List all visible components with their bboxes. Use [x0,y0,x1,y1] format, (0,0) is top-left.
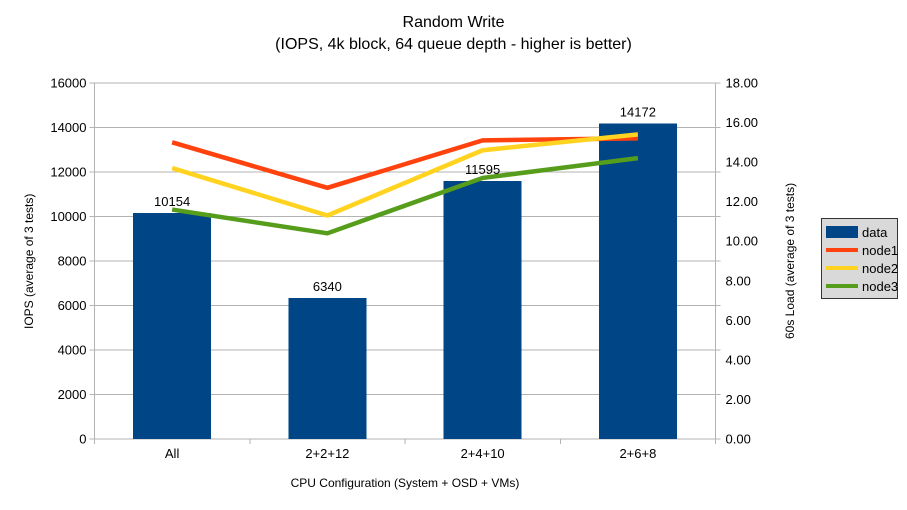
legend-swatch-data [826,226,858,238]
legend-label-node1: node1 [862,242,899,258]
right-tick-label: 16.00 [726,115,759,130]
x-tick-label: All [165,446,180,461]
x-tick-label: 2+6+8 [619,446,656,461]
left-tick-label: 10000 [50,209,86,224]
line-node2 [171,132,639,218]
left-tick-label: 16000 [50,76,86,91]
right-tick-label: 4.00 [726,352,751,367]
x-tick-label: 2+4+10 [461,446,505,461]
line-node1 [171,136,638,191]
legend-item-node3: node3 [826,277,899,295]
legend-item-data: data [826,223,897,241]
left-tick-label: 6000 [58,298,87,313]
chart-title-line1: Random Write [402,14,505,31]
legend-swatch-node3 [826,284,858,288]
right-tick-label: 10.00 [726,234,759,249]
bar-value-label: 6340 [313,279,342,294]
line-node3 [171,155,639,236]
bar-value-label: 11595 [465,162,500,177]
right-tick-label: 6.00 [726,313,751,328]
right-tick-label: 12.00 [726,194,759,209]
chart-title-line2: (IOPS, 4k block, 64 queue depth - higher… [275,36,632,53]
x-axis-title: CPU Configuration (System + OSD + VMs) [290,476,520,490]
left-tick-label: 8000 [58,254,87,269]
legend-swatch-node2 [826,266,858,270]
left-tick-label: 4000 [58,343,87,358]
legend: data node1 node2 node3 [821,218,898,299]
legend-label-node2: node2 [862,260,899,276]
left-tick-label: 2000 [58,387,87,402]
legend-swatch-node1 [826,248,858,252]
bar-2+6+8 [598,123,677,439]
chart-title: Random Write (IOPS, 4k block, 64 queue d… [0,12,907,56]
right-tick-label: 8.00 [726,273,751,288]
right-tick-label: 18.00 [726,76,759,91]
x-tick-label: 2+2+12 [305,446,349,461]
right-tick-label: 2.00 [726,392,751,407]
legend-label-node3: node3 [862,278,899,294]
left-tick-label: 0 [79,432,86,447]
legend-item-node2: node2 [826,259,899,277]
bar-2+2+12 [288,297,367,439]
left-tick-label: 14000 [50,120,86,135]
bar-All [133,213,212,439]
bar-2+4+10 [443,181,522,440]
left-axis-title: IOPS (average of 3 tests) [22,193,36,329]
legend-item-node1: node1 [826,241,899,259]
left-tick-label: 12000 [50,165,86,180]
right-tick-label: 0.00 [726,432,751,447]
legend-label-data: data [862,224,888,240]
right-tick-label: 14.00 [726,155,759,170]
right-axis-title: 60s Load (average of 3 tests) [783,182,797,340]
bar-value-label: 14172 [620,105,656,120]
bar-value-label: 10154 [154,194,190,209]
